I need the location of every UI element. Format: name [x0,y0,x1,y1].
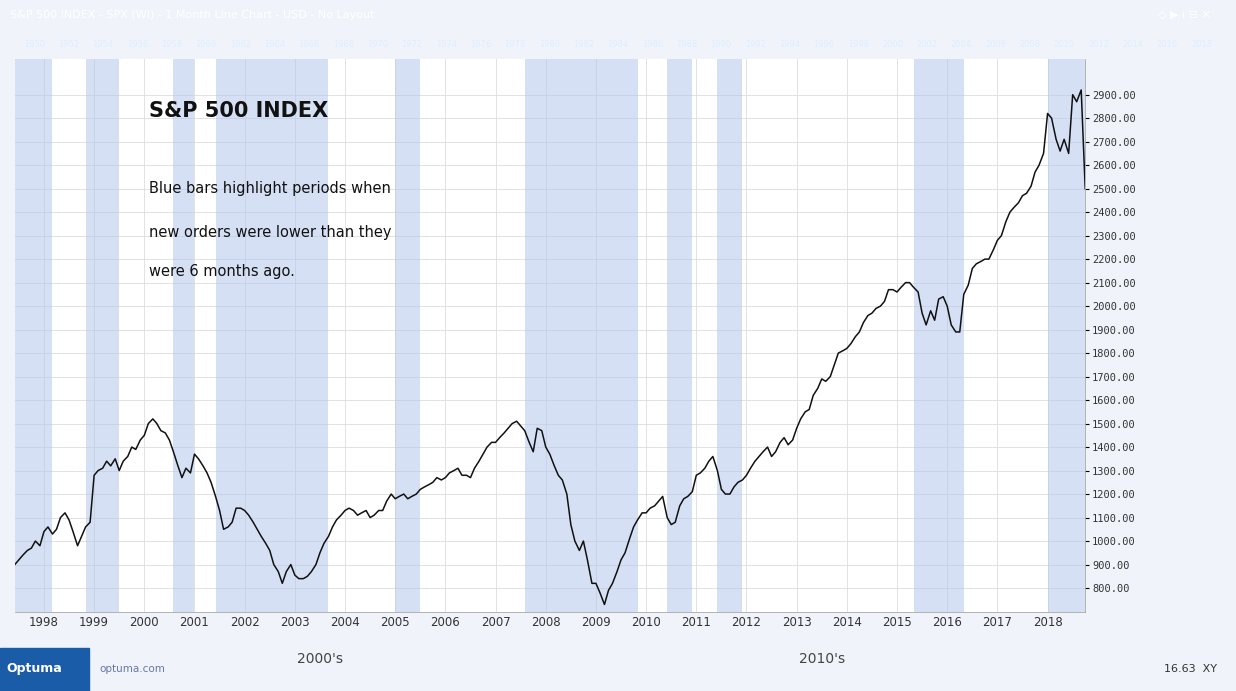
Text: 2018: 2018 [1192,40,1213,49]
Text: 2002: 2002 [917,40,937,49]
Text: 1972: 1972 [402,40,423,49]
Bar [396,59,420,612]
Text: Optuma: Optuma [6,662,62,675]
Text: 1950: 1950 [23,40,44,49]
Text: 1952: 1952 [58,40,79,49]
Text: 1954: 1954 [93,40,114,49]
Text: optuma.com: optuma.com [99,664,164,674]
Text: 1980: 1980 [539,40,560,49]
Text: 2006: 2006 [985,40,1006,49]
Bar [173,59,194,612]
Text: 1970: 1970 [367,40,388,49]
Text: 1990: 1990 [711,40,732,49]
Text: 1960: 1960 [195,40,216,49]
Text: 2012: 2012 [1088,40,1109,49]
Text: 1974: 1974 [436,40,457,49]
Bar [0,648,89,691]
Text: 1988: 1988 [676,40,697,49]
Text: 1982: 1982 [574,40,595,49]
Text: 2010: 2010 [1054,40,1075,49]
Bar [85,59,119,612]
Text: 1966: 1966 [298,40,320,49]
Text: 1964: 1964 [265,40,286,49]
Text: ◇ ▶ i ⊟ ✕: ◇ ▶ i ⊟ ✕ [1158,10,1211,20]
Text: S&P 500 INDEX - SPX (WI) - 1 Month Line Chart - USD - No Layout: S&P 500 INDEX - SPX (WI) - 1 Month Line … [10,10,375,20]
Bar [15,59,52,612]
Text: 1998: 1998 [848,40,869,49]
Text: 2010's: 2010's [798,652,845,666]
Text: 1986: 1986 [641,40,662,49]
Text: 1984: 1984 [607,40,629,49]
Text: 1978: 1978 [504,40,525,49]
Text: 1958: 1958 [161,40,182,49]
Text: Blue bars highlight periods when: Blue bars highlight periods when [148,181,391,196]
Text: 1956: 1956 [127,40,148,49]
Bar [913,59,964,612]
Bar [215,59,329,612]
Bar [667,59,692,612]
Text: new orders were lower than they: new orders were lower than they [148,225,391,240]
Text: S&P 500 INDEX: S&P 500 INDEX [148,101,328,121]
Text: 1968: 1968 [332,40,353,49]
Text: were 6 months ago.: were 6 months ago. [148,264,294,278]
Text: 2000's: 2000's [297,652,342,666]
Text: 1996: 1996 [813,40,834,49]
Text: 1992: 1992 [745,40,766,49]
Text: 1994: 1994 [779,40,800,49]
Text: 2016: 2016 [1157,40,1178,49]
Text: 2014: 2014 [1122,40,1143,49]
Text: 1976: 1976 [470,40,491,49]
Bar [717,59,743,612]
Text: 1962: 1962 [230,40,251,49]
Text: 2008: 2008 [1020,40,1041,49]
Text: 2004: 2004 [950,40,971,49]
Bar [1048,59,1085,612]
Text: 16.63  XY: 16.63 XY [1164,664,1217,674]
Text: 2000: 2000 [883,40,904,49]
Bar [524,59,638,612]
